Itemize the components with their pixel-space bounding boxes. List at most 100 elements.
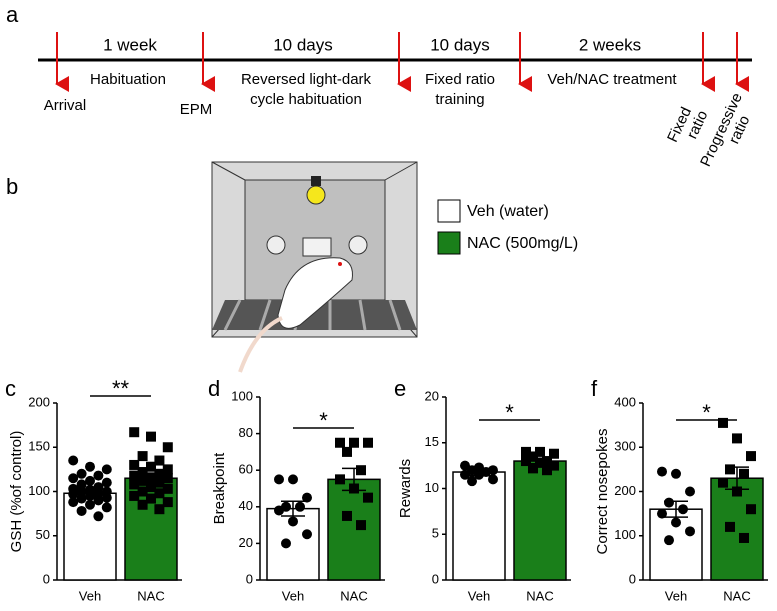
- y-tick-label: 100: [614, 527, 636, 542]
- data-point: [528, 463, 538, 474]
- x-tick-label: Veh: [79, 588, 101, 603]
- data-point: [521, 456, 531, 467]
- data-point: [718, 477, 728, 488]
- x-tick-label: NAC: [723, 588, 750, 603]
- data-point: [101, 477, 112, 488]
- data-point: [657, 508, 667, 519]
- x-tick-label: Veh: [468, 588, 490, 603]
- y-axis-label: Rewards: [397, 459, 414, 518]
- data-point: [528, 451, 538, 462]
- y-axis-label: Breakpoint: [211, 452, 228, 525]
- data-point: [725, 521, 735, 532]
- data-point: [154, 455, 165, 466]
- data-point: [302, 492, 312, 503]
- data-point: [76, 486, 87, 497]
- legend-swatch: [437, 199, 461, 223]
- data-point: [137, 475, 148, 486]
- data-point: [85, 475, 95, 486]
- y-tick-label: 200: [28, 394, 50, 409]
- data-point: [76, 505, 87, 516]
- data-point: [101, 492, 112, 503]
- data-point: [535, 446, 545, 457]
- panel-label: c: [5, 376, 16, 401]
- y-axis-label: Correct nosepokes: [594, 429, 611, 555]
- data-point: [93, 488, 104, 499]
- y-tick-label: 60: [239, 462, 253, 477]
- y-tick-label: 20: [239, 535, 253, 550]
- y-tick-label: 0: [43, 571, 50, 586]
- data-point: [137, 467, 148, 478]
- data-point: [129, 427, 140, 438]
- duration: 2 weeks: [579, 35, 641, 54]
- y-tick-label: 0: [629, 571, 636, 586]
- phase: training: [435, 91, 484, 108]
- x-tick-label: Veh: [665, 588, 687, 603]
- y-tick-label: 400: [614, 394, 636, 409]
- data-point: [335, 474, 345, 485]
- panel-label: f: [591, 376, 598, 401]
- panel-label: d: [208, 376, 220, 401]
- data-point: [288, 474, 298, 485]
- data-point: [146, 472, 156, 483]
- data-point: [521, 446, 531, 457]
- data-point: [101, 502, 112, 513]
- data-point: [274, 505, 284, 516]
- data-point: [85, 461, 95, 472]
- phase: Veh/NAC treatment: [547, 71, 677, 88]
- data-point: [295, 501, 305, 512]
- y-tick-label: 100: [28, 483, 50, 498]
- y-tick-label: 150: [28, 439, 50, 454]
- duration: 1 week: [103, 35, 157, 54]
- data-point: [76, 479, 87, 490]
- x-tick-label: NAC: [137, 588, 164, 603]
- data-point: [685, 486, 695, 497]
- data-point: [467, 476, 477, 487]
- data-point: [725, 464, 735, 475]
- data-point: [101, 464, 112, 475]
- data-point: [129, 490, 140, 501]
- y-tick-label: 15: [425, 434, 439, 449]
- y-tick-label: 0: [432, 571, 439, 586]
- x-tick-label: Veh: [282, 588, 304, 603]
- panel-label: e: [394, 376, 406, 401]
- data-point: [678, 504, 688, 515]
- legend-swatch: [437, 231, 461, 255]
- data-point: [542, 456, 552, 467]
- data-point: [146, 431, 156, 442]
- data-point: [129, 459, 140, 470]
- y-tick-label: 200: [614, 483, 636, 498]
- data-point: [154, 468, 165, 479]
- data-point: [671, 517, 681, 528]
- schematic: [211, 161, 418, 373]
- data-point: [746, 451, 756, 462]
- phase: Habituation: [90, 71, 166, 88]
- data-point: [76, 468, 87, 479]
- data-point: [154, 477, 165, 488]
- phase: Reversed light-dark: [241, 71, 372, 88]
- error-bar: [281, 500, 305, 517]
- data-point: [85, 490, 95, 501]
- y-tick-label: 5: [432, 526, 439, 541]
- data-point: [739, 468, 749, 479]
- duration: 10 days: [273, 35, 333, 54]
- y-axis-label: GSH (%of control): [8, 431, 25, 553]
- data-point: [68, 455, 79, 466]
- data-point: [732, 486, 742, 497]
- legend-label: NAC (500mg/L): [467, 235, 578, 252]
- phase: Fixed ratio: [425, 71, 495, 88]
- data-point: [274, 474, 284, 485]
- data-point: [154, 504, 165, 515]
- data-point: [129, 479, 140, 490]
- y-tick-label: 0: [246, 571, 253, 586]
- significance: *: [505, 400, 514, 425]
- data-point: [162, 442, 173, 453]
- data-point: [146, 493, 156, 504]
- data-point: [488, 474, 498, 485]
- y-tick-label: 10: [425, 480, 439, 495]
- x-tick-label: NAC: [340, 588, 367, 603]
- data-point: [342, 510, 352, 521]
- bar: [513, 460, 567, 581]
- data-point: [474, 469, 484, 480]
- data-point: [162, 483, 173, 494]
